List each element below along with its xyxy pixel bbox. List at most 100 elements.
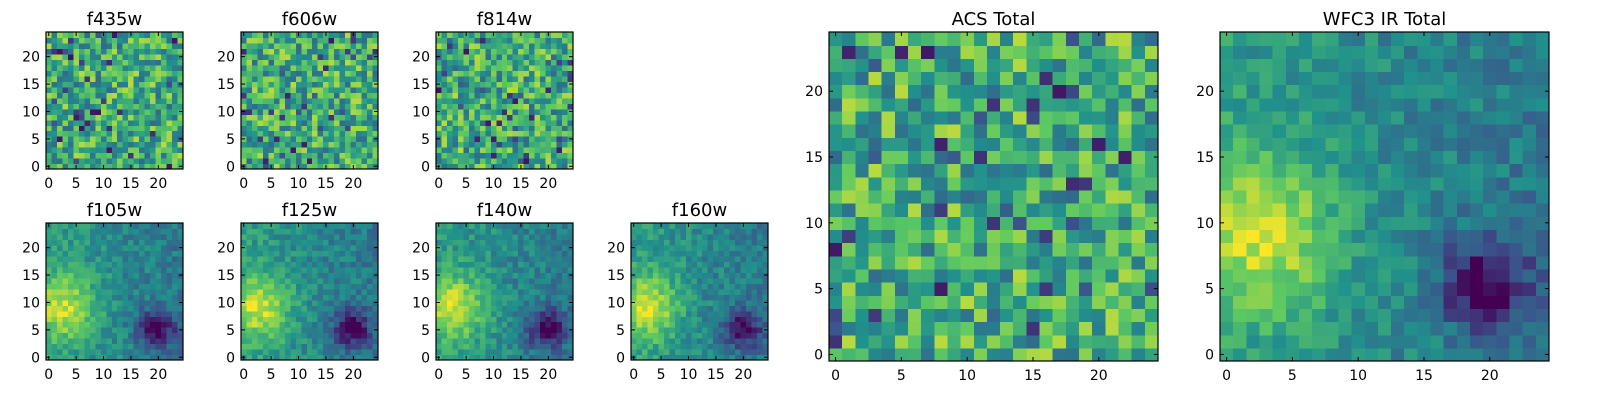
heatmap-cell xyxy=(441,70,448,77)
heatmap-cell xyxy=(485,141,492,148)
heatmap-cell xyxy=(172,338,179,345)
heatmap-cell xyxy=(691,233,698,241)
heatmap-cell xyxy=(567,343,574,350)
heatmap-cell xyxy=(84,338,91,345)
heatmap-cell xyxy=(894,321,909,336)
heatmap-cell xyxy=(317,299,324,306)
heatmap-cell xyxy=(78,349,85,356)
heatmap-cell xyxy=(496,244,503,251)
heatmap-cell xyxy=(251,299,259,306)
heatmap-cell xyxy=(463,37,470,44)
heatmap-cell xyxy=(556,233,563,241)
heatmap-cell xyxy=(246,119,253,126)
heatmap-cell xyxy=(523,70,530,77)
y-tick-label: 15 xyxy=(22,77,40,93)
heatmap-cell xyxy=(339,233,346,241)
heatmap-cell xyxy=(452,272,459,279)
y-tick-label: 10 xyxy=(22,104,40,120)
heatmap-cell xyxy=(133,354,140,361)
heatmap-cell xyxy=(1052,216,1067,230)
heatmap-cell xyxy=(436,294,443,301)
heatmap-cell xyxy=(339,42,346,50)
heatmap-cell xyxy=(372,130,379,137)
heatmap-cell xyxy=(507,141,514,148)
heatmap-cell xyxy=(1000,295,1014,309)
heatmap-cell xyxy=(177,70,184,77)
heatmap-cell xyxy=(947,308,962,323)
heatmap-cell xyxy=(490,48,497,55)
heatmap-cell xyxy=(518,59,525,66)
heatmap-cell xyxy=(751,283,758,290)
heatmap-cell xyxy=(139,37,146,44)
heatmap-cell xyxy=(562,136,569,143)
heatmap-cell xyxy=(51,255,58,262)
heatmap-cell xyxy=(51,261,58,268)
heatmap-cell xyxy=(78,119,85,126)
heatmap-cell xyxy=(641,327,649,334)
heatmap-cell xyxy=(562,81,569,88)
heatmap-cell xyxy=(518,97,525,104)
heatmap-cell xyxy=(556,37,563,44)
heatmap-cell xyxy=(290,228,297,235)
heatmap-cell xyxy=(829,295,843,309)
heatmap-cell xyxy=(257,349,264,356)
heatmap-cell xyxy=(268,92,275,99)
heatmap-cell xyxy=(290,277,297,284)
heatmap-cell xyxy=(907,334,922,349)
heatmap-cell xyxy=(56,250,64,257)
heatmap-cell xyxy=(89,59,96,66)
heatmap-cell xyxy=(663,239,670,246)
heatmap-cell xyxy=(172,92,179,99)
heatmap-cell xyxy=(100,316,107,323)
heatmap-cell xyxy=(751,354,758,361)
heatmap-cell xyxy=(356,338,363,345)
heatmap-cell xyxy=(529,255,536,262)
heatmap-cell xyxy=(51,228,58,235)
heatmap-cell xyxy=(436,119,443,126)
heatmap-cell xyxy=(51,305,58,312)
heatmap-cell xyxy=(301,239,308,246)
heatmap-cell xyxy=(155,141,162,148)
heatmap-cell xyxy=(345,136,352,143)
heatmap-cell xyxy=(512,349,519,356)
heatmap-cell xyxy=(441,250,448,257)
heatmap-cell xyxy=(262,81,269,88)
heatmap-cell xyxy=(78,305,85,312)
heatmap-cell xyxy=(172,130,179,137)
heatmap-cell xyxy=(172,103,179,110)
heatmap-cell xyxy=(446,64,454,71)
heatmap-cell xyxy=(306,75,313,82)
heatmap-cell xyxy=(1144,242,1159,257)
heatmap-cell xyxy=(246,239,253,246)
heatmap-cell xyxy=(452,223,459,230)
heatmap-cell xyxy=(1131,347,1146,362)
heatmap-cell xyxy=(67,32,74,39)
heatmap-cell xyxy=(161,233,168,241)
heatmap-cell xyxy=(669,233,676,241)
heatmap-cell xyxy=(367,141,374,148)
heatmap-cell xyxy=(51,233,58,241)
heatmap-cell xyxy=(51,354,58,361)
heatmap-cell xyxy=(1013,176,1027,191)
heatmap-cell xyxy=(166,64,173,71)
heatmap-cell xyxy=(78,114,85,121)
heatmap-cell xyxy=(262,141,269,148)
heatmap-cell xyxy=(328,349,335,356)
heatmap-cell xyxy=(545,92,552,99)
heatmap-cell xyxy=(133,332,140,339)
heatmap-cell xyxy=(257,255,264,262)
heatmap-cell xyxy=(106,321,113,328)
heatmap-cell xyxy=(490,64,497,71)
heatmap-cell xyxy=(345,228,352,235)
heatmap-cell xyxy=(512,294,519,301)
heatmap-cell xyxy=(496,158,503,165)
heatmap-cell xyxy=(740,327,747,334)
heatmap-cell xyxy=(367,152,374,159)
heatmap-cell xyxy=(1144,321,1159,336)
heatmap-cell xyxy=(713,294,720,301)
heatmap-cell xyxy=(652,294,659,301)
heatmap-cell xyxy=(139,354,146,361)
heatmap-cell xyxy=(144,147,151,154)
heatmap-cell xyxy=(973,308,988,323)
heatmap-cell xyxy=(295,114,302,121)
